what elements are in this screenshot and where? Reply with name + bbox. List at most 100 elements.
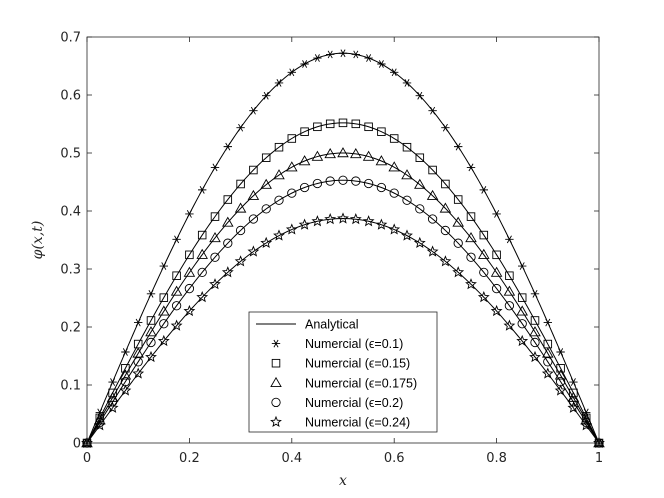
triangle-marker xyxy=(516,305,528,316)
star-marker xyxy=(234,255,247,267)
triangle-marker xyxy=(311,150,324,161)
legend-entry-label: Numercial (ϵ=0.175) xyxy=(305,376,417,390)
asterisk-marker xyxy=(262,91,271,100)
square-marker xyxy=(517,293,527,302)
asterisk-marker xyxy=(249,106,258,115)
series-circle xyxy=(82,175,604,448)
star-marker xyxy=(452,266,465,278)
triangle-marker xyxy=(401,169,413,180)
asterisk-marker xyxy=(146,289,156,298)
square-marker xyxy=(185,250,194,260)
star-marker xyxy=(247,245,260,257)
legend-triangle-marker xyxy=(270,376,282,387)
square-marker xyxy=(556,364,565,373)
legend-star-marker xyxy=(270,415,282,428)
circle-marker xyxy=(210,252,220,262)
triangle-marker xyxy=(337,147,349,158)
asterisk-marker xyxy=(582,408,591,417)
triangle-marker xyxy=(362,150,375,161)
asterisk-marker xyxy=(441,123,450,132)
star-marker xyxy=(349,213,362,225)
circle-marker xyxy=(376,182,387,193)
triangle-marker xyxy=(414,178,426,189)
square-marker xyxy=(146,316,156,325)
triangle-marker xyxy=(298,155,311,166)
star-marker xyxy=(157,334,170,347)
star-marker xyxy=(209,278,221,290)
y-tick-label: 0.7 xyxy=(60,31,81,46)
x-tick-label: 0 xyxy=(83,451,91,466)
triangle-marker xyxy=(106,391,119,402)
axes-box xyxy=(86,36,600,444)
square-marker xyxy=(172,271,181,280)
circle-marker xyxy=(223,238,233,248)
star-marker xyxy=(183,304,196,317)
circle-marker xyxy=(504,301,515,311)
circle-marker xyxy=(248,214,259,224)
triangle-marker xyxy=(222,216,234,227)
asterisk-marker xyxy=(364,54,373,62)
circle-marker xyxy=(171,301,182,311)
axes: 0 0.2 0.4 0.6 0.8 1 0 0.1 0.2 0.3 0.4 0.5 0.6 0.7 xyxy=(60,31,603,467)
triangle-marker xyxy=(158,305,170,316)
star-marker xyxy=(580,419,593,431)
asterisk-marker xyxy=(518,262,527,270)
series-triangle xyxy=(81,147,605,448)
square-marker xyxy=(210,212,220,221)
star-marker xyxy=(337,212,349,224)
star-marker xyxy=(260,236,273,249)
y-tick-label: 0.1 xyxy=(60,379,81,394)
star-marker xyxy=(439,255,452,267)
triangle-marker xyxy=(234,202,247,213)
square-marker xyxy=(197,230,207,240)
triangle-marker xyxy=(350,147,362,159)
circle-marker xyxy=(402,195,412,205)
star-marker xyxy=(273,229,285,241)
square-marker xyxy=(441,179,450,189)
square-marker xyxy=(453,195,463,204)
triangle-marker xyxy=(183,266,196,277)
asterisk-marker xyxy=(95,408,104,417)
star-marker xyxy=(401,229,413,241)
asterisk-marker xyxy=(223,142,232,151)
star-marker xyxy=(516,334,529,347)
triangle-marker xyxy=(94,414,106,425)
star-marker xyxy=(285,223,298,235)
circle-marker xyxy=(466,252,476,262)
asterisk-marker xyxy=(543,318,552,327)
markers xyxy=(81,49,605,449)
circle-marker xyxy=(287,188,297,198)
asterisk-marker xyxy=(172,235,181,244)
star-marker xyxy=(426,245,439,257)
triangle-marker xyxy=(580,414,592,425)
square-marker xyxy=(325,119,335,129)
star-marker xyxy=(554,384,567,396)
asterisk-marker xyxy=(351,50,360,59)
legend-entry-label: Numercial (ϵ=0.1) xyxy=(305,337,403,351)
circle-marker xyxy=(491,283,502,294)
star-marker xyxy=(567,401,580,413)
square-marker xyxy=(377,127,386,136)
circle-marker xyxy=(530,337,540,348)
circle-marker xyxy=(299,182,310,193)
legend-entry-label: Numercial (ϵ=0.24) xyxy=(305,416,410,430)
star-marker xyxy=(529,350,541,363)
circle-marker xyxy=(95,417,105,428)
circle-marker xyxy=(351,176,361,186)
asterisk-marker xyxy=(300,60,309,68)
circle-marker xyxy=(274,195,284,205)
triangle-marker xyxy=(119,369,132,380)
y-tick-label: 0.3 xyxy=(60,263,81,278)
asterisk-marker xyxy=(466,163,476,172)
asterisk-marker xyxy=(377,60,386,68)
asterisk-marker xyxy=(428,106,437,115)
y-tick-label: 0 xyxy=(73,437,81,452)
triangle-marker xyxy=(542,347,554,358)
triangle-marker xyxy=(490,266,503,277)
y-tick-label: 0.5 xyxy=(60,147,81,162)
triangle-marker xyxy=(260,178,272,189)
star-marker xyxy=(221,266,234,278)
analytical-curve-1 xyxy=(86,122,600,444)
circle-marker xyxy=(146,337,156,348)
